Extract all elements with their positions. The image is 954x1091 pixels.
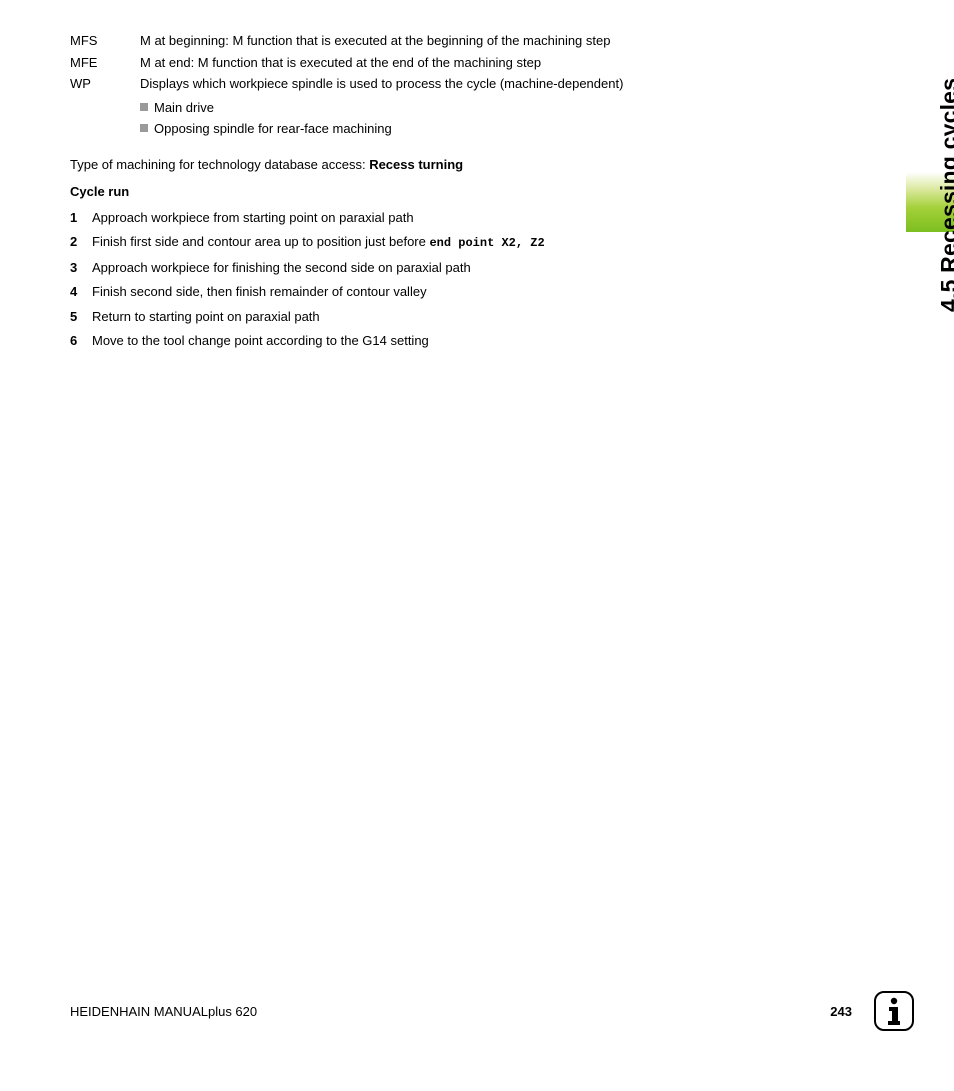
param-label: MFS	[70, 32, 140, 50]
step-row: 1 Approach workpiece from starting point…	[70, 209, 630, 227]
step-text: Move to the tool change point according …	[92, 332, 630, 350]
sublist-item: Main drive	[140, 99, 630, 117]
footer-right: 243	[830, 991, 914, 1031]
step-text-before: Finish first side and contour area up to…	[92, 234, 429, 249]
cycle-run-heading: Cycle run	[70, 183, 630, 201]
step-text: Approach workpiece from starting point o…	[92, 209, 630, 227]
param-desc: Displays which workpiece spindle is used…	[140, 75, 630, 93]
page-content: MFS M at beginning: M function that is e…	[70, 32, 630, 357]
step-number: 6	[70, 332, 92, 350]
section-title: 4.5 Recessing cycles	[936, 22, 954, 312]
tech-access-value: Recess turning	[369, 157, 463, 172]
step-row: 6 Move to the tool change point accordin…	[70, 332, 630, 350]
step-text-mono: end point X2, Z2	[429, 236, 544, 250]
square-bullet-icon	[140, 103, 148, 111]
step-number: 4	[70, 283, 92, 301]
square-bullet-icon	[140, 124, 148, 132]
info-icon	[874, 991, 914, 1031]
tech-database-access: Type of machining for technology databas…	[70, 156, 630, 174]
param-row: MFE M at end: M function that is execute…	[70, 54, 630, 72]
step-number: 3	[70, 259, 92, 277]
footer-doc-title: HEIDENHAIN MANUALplus 620	[70, 1004, 257, 1019]
step-row: 3 Approach workpiece for finishing the s…	[70, 259, 630, 277]
page-number: 243	[830, 1004, 852, 1019]
sublist-text: Main drive	[154, 99, 214, 117]
step-text: Finish first side and contour area up to…	[92, 233, 630, 251]
step-number: 2	[70, 233, 92, 251]
wp-sublist: Main drive Opposing spindle for rear-fac…	[140, 99, 630, 138]
step-row: 5 Return to starting point on paraxial p…	[70, 308, 630, 326]
step-number: 5	[70, 308, 92, 326]
sublist-text: Opposing spindle for rear-face machining	[154, 120, 392, 138]
param-row: MFS M at beginning: M function that is e…	[70, 32, 630, 50]
param-list: MFS M at beginning: M function that is e…	[70, 32, 630, 93]
sublist-item: Opposing spindle for rear-face machining	[140, 120, 630, 138]
step-text: Finish second side, then finish remainde…	[92, 283, 630, 301]
tech-access-prefix: Type of machining for technology databas…	[70, 157, 369, 172]
cycle-steps: 1 Approach workpiece from starting point…	[70, 209, 630, 350]
param-label: MFE	[70, 54, 140, 72]
step-text: Approach workpiece for finishing the sec…	[92, 259, 630, 277]
param-row: WP Displays which workpiece spindle is u…	[70, 75, 630, 93]
step-row: 2 Finish first side and contour area up …	[70, 233, 630, 251]
step-row: 4 Finish second side, then finish remain…	[70, 283, 630, 301]
step-number: 1	[70, 209, 92, 227]
param-desc: M at beginning: M function that is execu…	[140, 32, 630, 50]
param-desc: M at end: M function that is executed at…	[140, 54, 630, 72]
param-label: WP	[70, 75, 140, 93]
step-text: Return to starting point on paraxial pat…	[92, 308, 630, 326]
page-footer: HEIDENHAIN MANUALplus 620 243	[70, 991, 914, 1031]
